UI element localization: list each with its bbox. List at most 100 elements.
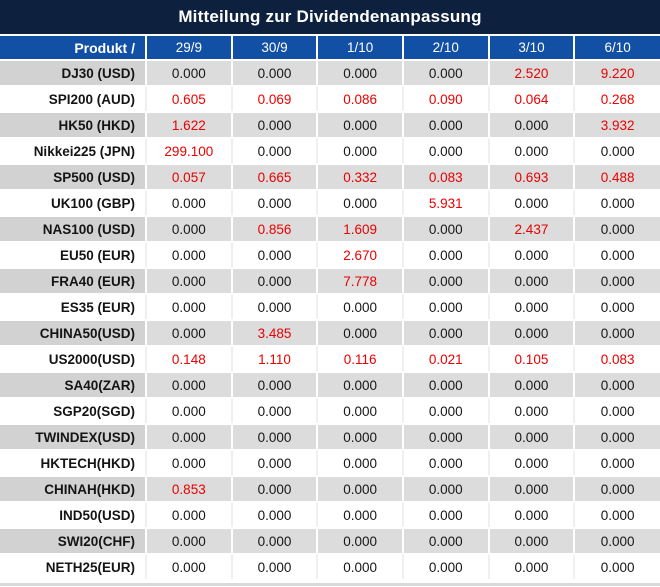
product-cell: FRA40 (EUR) [0, 268, 146, 295]
table-row: NETH25(EUR) 0.000 0.000 0.000 0.000 0.000 0.00… [0, 554, 660, 581]
value-cell: 0.000 [230, 60, 318, 87]
value-cell: 0.000 [230, 476, 318, 503]
value-cell: 0.000 [316, 294, 403, 321]
value-cell: 0.000 [573, 216, 660, 243]
value-cell: 0.000 [230, 450, 318, 477]
table-row: Nikkei225 (JPN) 299.100 0.000 0.000 0.000 0.0… [0, 138, 660, 165]
product-cell: HK50 (HKD) [0, 112, 146, 139]
product-column-header: Produkt / [0, 36, 146, 60]
value-cell: 0.105 [487, 346, 575, 373]
table-row: CHINA50(USD) 0.000 3.485 0.000 0.000 0.000 0.0… [0, 320, 660, 347]
product-cell: SA40(ZAR) [0, 372, 146, 399]
value-cell: 0.000 [145, 372, 232, 399]
value-cell: 0.116 [316, 346, 403, 373]
date-column-header: 3/10 [487, 36, 575, 60]
value-cell: 0.000 [145, 450, 232, 477]
value-cell: 0.000 [487, 372, 575, 399]
value-cell: 0.000 [401, 372, 489, 399]
product-cell: SGP20(SGD) [0, 398, 146, 425]
value-cell: 0.083 [573, 346, 660, 373]
value-cell: 0.000 [230, 554, 318, 581]
value-cell: 0.000 [145, 268, 232, 295]
value-cell: 0.000 [230, 138, 318, 165]
value-cell: 0.000 [145, 190, 232, 217]
value-cell: 0.000 [401, 268, 489, 295]
table-row: SPI200 (AUD) 0.605 0.069 0.086 0.090 0.064 0.2… [0, 86, 660, 113]
product-cell: Nikkei225 (JPN) [0, 138, 146, 165]
value-cell: 0.000 [573, 424, 660, 451]
table-header: Produkt /29/9 30/9 1/10 2/10 3/10 6/10 [0, 36, 660, 60]
value-cell: 0.268 [573, 86, 660, 113]
product-cell: SWI20(CHF) [0, 528, 146, 555]
value-cell: 0.000 [573, 372, 660, 399]
value-cell: 0.000 [316, 476, 403, 503]
table-row: FRA40 (EUR) 0.000 0.000 7.778 0.000 0.000 0.00… [0, 268, 660, 295]
product-cell: TWINDEX(USD) [0, 424, 146, 451]
value-cell: 0.000 [487, 242, 575, 269]
value-cell: 0.000 [230, 242, 318, 269]
value-cell: 2.670 [316, 242, 403, 269]
value-cell: 2.437 [487, 216, 575, 243]
value-cell: 0.000 [487, 398, 575, 425]
product-cell: CHINA50(USD) [0, 320, 146, 347]
value-cell: 0.000 [230, 372, 318, 399]
value-cell: 0.000 [230, 398, 318, 425]
date-column-header: 29/9 [145, 36, 232, 60]
value-cell: 3.932 [573, 112, 660, 139]
next-row-edge [0, 581, 660, 586]
value-cell: 0.000 [401, 60, 489, 87]
product-cell: SPI200 (AUD) [0, 86, 146, 113]
value-cell: 0.000 [316, 190, 403, 217]
value-cell: 0.605 [145, 86, 232, 113]
product-cell: SP500 (USD) [0, 164, 146, 191]
product-cell: DJ30 (USD) [0, 60, 146, 87]
value-cell: 0.000 [401, 112, 489, 139]
value-cell: 0.000 [145, 60, 232, 87]
value-cell: 0.086 [316, 86, 403, 113]
table-row: CHINAH(HKD) 0.853 0.000 0.000 0.000 0.000 0.00… [0, 476, 660, 503]
value-cell: 0.665 [230, 164, 318, 191]
value-cell: 0.000 [487, 138, 575, 165]
value-cell: 0.000 [487, 528, 575, 555]
value-cell: 0.000 [401, 554, 489, 581]
value-cell: 0.000 [316, 502, 403, 529]
value-cell: 0.000 [316, 554, 403, 581]
value-cell: 0.000 [487, 268, 575, 295]
product-cell: US2000(USD) [0, 346, 146, 373]
value-cell: 0.057 [145, 164, 232, 191]
product-cell: ES35 (EUR) [0, 294, 146, 321]
date-column-header: 1/10 [316, 36, 403, 60]
value-cell: 0.000 [487, 450, 575, 477]
header-row: Produkt /29/9 30/9 1/10 2/10 3/10 6/10 [0, 36, 660, 60]
table-row: DJ30 (USD) 0.000 0.000 0.000 0.000 2.520 9.220 [0, 60, 660, 87]
value-cell: 0.000 [487, 190, 575, 217]
product-cell: CHINAH(HKD) [0, 476, 146, 503]
value-cell: 0.000 [316, 450, 403, 477]
value-cell: 0.000 [145, 242, 232, 269]
value-cell: 0.000 [230, 502, 318, 529]
value-cell: 0.000 [145, 502, 232, 529]
table-row: NAS100 (USD) 0.000 0.856 1.609 0.000 2.437 0.0… [0, 216, 660, 243]
value-cell: 0.000 [573, 528, 660, 555]
table-row: HKTECH(HKD) 0.000 0.000 0.000 0.000 0.000 0.00… [0, 450, 660, 477]
value-cell: 0.000 [230, 190, 318, 217]
value-cell: 0.148 [145, 346, 232, 373]
value-cell: 0.000 [487, 554, 575, 581]
value-cell: 0.000 [401, 294, 489, 321]
value-cell: 0.853 [145, 476, 232, 503]
value-cell: 0.069 [230, 86, 318, 113]
date-column-header: 6/10 [573, 36, 660, 60]
table-row: TWINDEX(USD) 0.000 0.000 0.000 0.000 0.000 0.0… [0, 424, 660, 451]
value-cell: 0.000 [145, 398, 232, 425]
value-cell: 1.609 [316, 216, 403, 243]
product-cell: EU50 (EUR) [0, 242, 146, 269]
value-cell: 0.000 [145, 320, 232, 347]
value-cell: 0.000 [145, 216, 232, 243]
value-cell: 0.000 [401, 398, 489, 425]
product-cell: NETH25(EUR) [0, 554, 146, 581]
value-cell: 0.000 [573, 502, 660, 529]
value-cell: 1.110 [230, 346, 318, 373]
value-cell: 0.000 [401, 424, 489, 451]
table-row: HK50 (HKD) 1.622 0.000 0.000 0.000 0.000 3.932 [0, 112, 660, 139]
value-cell: 0.000 [401, 320, 489, 347]
